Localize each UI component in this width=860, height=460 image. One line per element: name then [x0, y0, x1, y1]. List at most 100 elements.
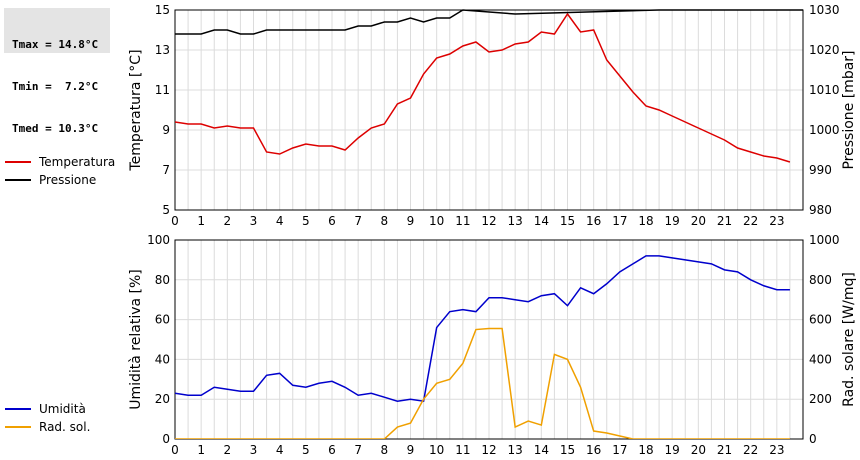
x-tick-label: 13 [508, 214, 523, 228]
x-tick-label: 9 [407, 214, 415, 228]
y-tick-label: 0 [162, 432, 170, 446]
y-axis-label: Temperatura [°C] [128, 49, 144, 171]
series-line-temperatura [175, 12, 791, 163]
tmax-text: Tmax = 14.8°C [12, 38, 99, 51]
x-tick-label: 1 [197, 443, 205, 457]
legend-label: Pressione [39, 173, 97, 187]
x-tick-label: 7 [354, 214, 362, 228]
x-tick-label: 2 [224, 443, 232, 457]
x-tick-label: 7 [354, 443, 362, 457]
legend-swatch [5, 161, 31, 163]
x-tick-label: 8 [381, 443, 389, 457]
y2-tick-label: 980 [809, 203, 832, 217]
x-tick-label: 16 [586, 443, 601, 457]
x-tick-label: 18 [638, 443, 653, 457]
y2-tick-label: 1000 [809, 123, 840, 137]
legend-swatch [5, 408, 31, 410]
legend-item-pressione: Pressione [5, 171, 115, 189]
x-tick-label: 20 [691, 214, 706, 228]
series-line-pressione [175, 9, 803, 35]
x-tick-label: 12 [481, 443, 496, 457]
legend-label: Rad. sol. [39, 420, 91, 434]
x-tick-label: 17 [612, 443, 627, 457]
legend-label: Umidità [39, 402, 86, 416]
y-axis-label: Umidità relativa [%] [128, 269, 144, 410]
x-tick-label: 0 [171, 443, 179, 457]
y2-tick-label: 200 [809, 392, 832, 406]
x-tick-label: 0 [171, 214, 179, 228]
x-tick-label: 14 [534, 214, 549, 228]
y2-axis-label: Rad. solare [W/mq] [841, 272, 857, 407]
y2-tick-label: 1000 [809, 233, 840, 247]
legend-item-temperatura: Temperatura [5, 153, 115, 171]
x-tick-label: 19 [665, 214, 680, 228]
legend-swatch [5, 179, 31, 181]
x-tick-label: 19 [665, 443, 680, 457]
y2-tick-label: 600 [809, 313, 832, 327]
y2-tick-label: 400 [809, 352, 832, 366]
x-tick-label: 21 [717, 214, 732, 228]
x-tick-label: 4 [276, 443, 284, 457]
x-tick-label: 14 [534, 443, 549, 457]
x-tick-label: 15 [560, 214, 575, 228]
x-tick-label: 11 [455, 443, 470, 457]
x-tick-label: 13 [508, 443, 523, 457]
y2-axis-label: Pressione [mbar] [841, 50, 857, 169]
y2-tick-label: 0 [809, 432, 817, 446]
legend-top: Temperatura Pressione [5, 153, 115, 189]
legend-item-umidita: Umidità [5, 400, 90, 418]
x-tick-label: 20 [691, 443, 706, 457]
plot-frame [174, 9, 804, 211]
x-tick-label: 3 [250, 443, 258, 457]
y2-tick-label: 1020 [809, 43, 840, 57]
y-tick-label: 7 [162, 163, 170, 177]
y-tick-label: 40 [155, 352, 170, 366]
y-tick-label: 15 [155, 3, 170, 17]
tmin-text: Tmin = 7.2°C [12, 80, 99, 93]
x-tick-label: 10 [429, 443, 444, 457]
series-line-rad-sol- [175, 327, 790, 439]
x-tick-label: 9 [407, 443, 415, 457]
x-tick-label: 18 [638, 214, 653, 228]
x-tick-label: 1 [197, 214, 205, 228]
legend-item-rad-sol: Rad. sol. [5, 418, 90, 436]
x-tick-label: 4 [276, 214, 284, 228]
x-tick-label: 21 [717, 443, 732, 457]
x-tick-label: 5 [302, 214, 310, 228]
plot-frame [174, 239, 804, 440]
legend-bottom: Umidità Rad. sol. [5, 400, 90, 436]
y2-tick-label: 990 [809, 163, 832, 177]
x-tick-label: 3 [250, 214, 258, 228]
x-tick-label: 5 [302, 443, 310, 457]
legend-swatch [5, 426, 31, 428]
series-line-umidit- [175, 255, 790, 403]
x-tick-label: 6 [328, 443, 336, 457]
y-tick-label: 11 [155, 83, 170, 97]
x-tick-label: 23 [769, 443, 784, 457]
tmed-text: Tmed = 10.3°C [12, 122, 99, 135]
x-tick-label: 15 [560, 443, 575, 457]
y2-tick-label: 1030 [809, 3, 840, 17]
x-tick-label: 2 [224, 214, 232, 228]
y-tick-label: 9 [162, 123, 170, 137]
x-tick-label: 23 [769, 214, 784, 228]
y-tick-label: 20 [155, 392, 170, 406]
y2-tick-label: 800 [809, 273, 832, 287]
x-tick-label: 6 [328, 214, 336, 228]
x-tick-label: 22 [743, 214, 758, 228]
y-tick-label: 60 [155, 313, 170, 327]
y-tick-label: 80 [155, 273, 170, 287]
y-tick-label: 5 [162, 203, 170, 217]
stats-box: Tmax = 14.8°C Tmin = 7.2°C Tmed = 10.3°C [4, 8, 110, 135]
x-tick-label: 16 [586, 214, 601, 228]
y-tick-label: 100 [147, 233, 170, 247]
x-tick-label: 8 [381, 214, 389, 228]
x-tick-label: 12 [481, 214, 496, 228]
x-tick-label: 17 [612, 214, 627, 228]
x-tick-label: 10 [429, 214, 444, 228]
x-tick-label: 11 [455, 214, 470, 228]
y2-tick-label: 1010 [809, 83, 840, 97]
y-tick-label: 13 [155, 43, 170, 57]
legend-label: Temperatura [39, 155, 116, 169]
